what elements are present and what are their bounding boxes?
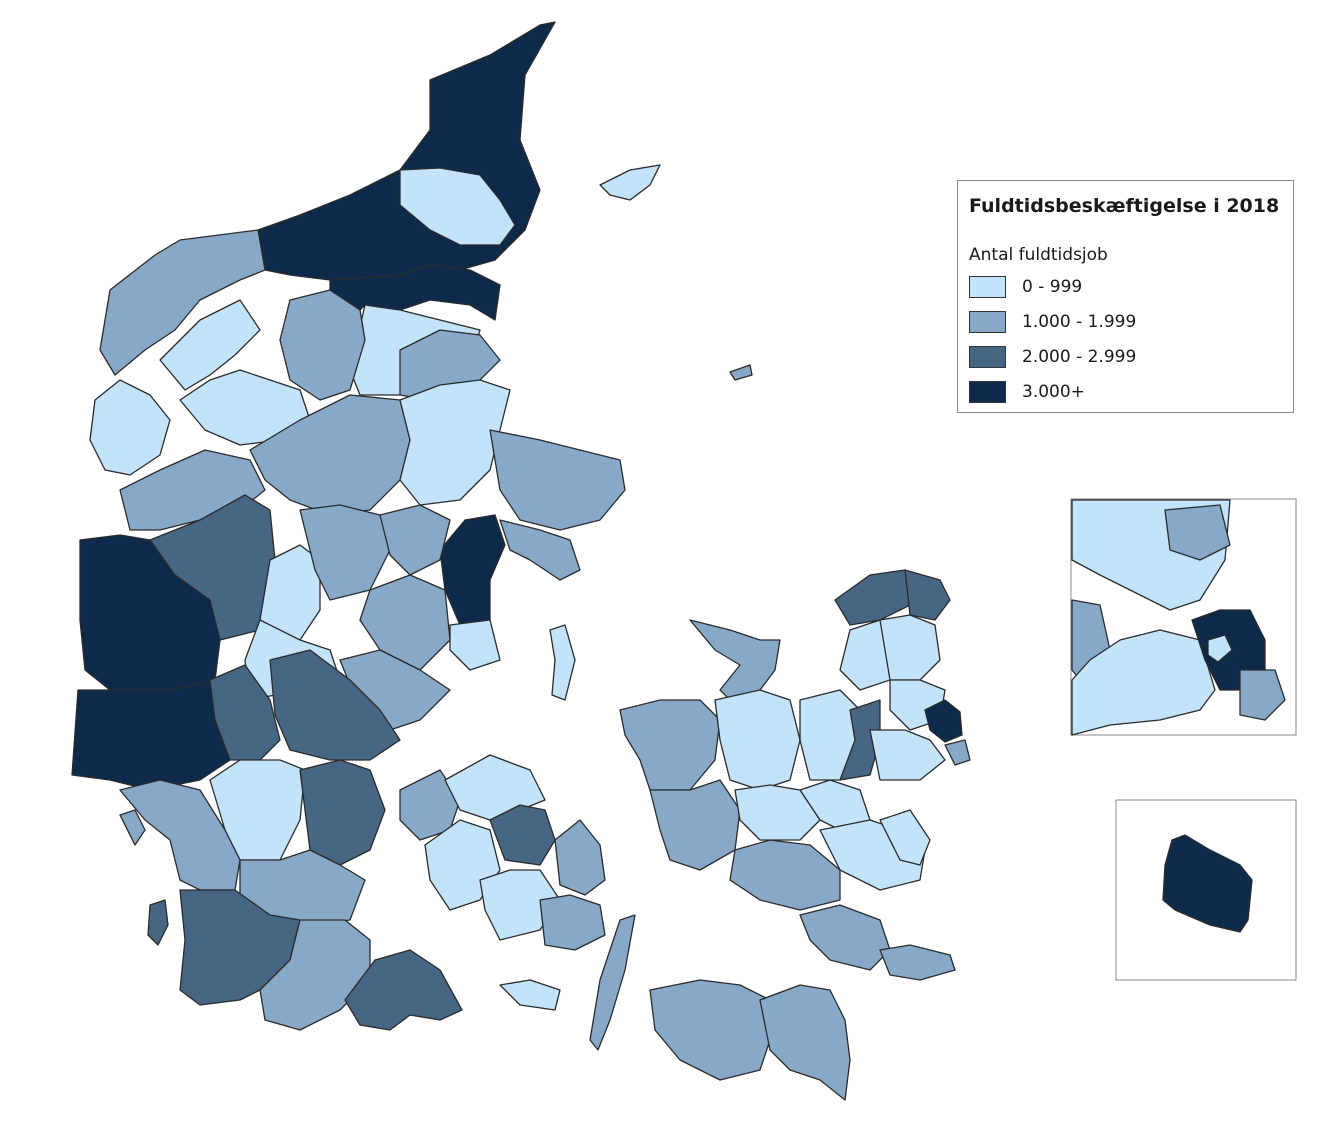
municipality-slagelse [649, 779, 741, 871]
legend-subtitle: Antal fuldtidsjob [969, 245, 1108, 265]
legend-label: 1.000 - 1.999 [1022, 312, 1137, 332]
municipality-brønderslev [399, 167, 516, 246]
legend-swatch [969, 276, 1006, 298]
municipality-odder [449, 619, 501, 671]
legend-label: 0 - 999 [1022, 277, 1083, 297]
municipality-silkeborg [299, 504, 391, 601]
municipality-kalundborg [619, 699, 721, 791]
municipality-struer [89, 379, 171, 476]
municipality-greve [869, 729, 946, 781]
municipality-rebild [279, 289, 366, 401]
municipality-rømø [147, 899, 169, 946]
municipality-kolding [299, 759, 386, 866]
municipality-vejle [269, 649, 401, 761]
legend-label: 2.000 - 2.999 [1022, 347, 1137, 367]
municipality-aarhus [439, 514, 506, 626]
municipality-morsø [159, 299, 261, 391]
municipality-thisted [99, 229, 266, 376]
inset-bornholm [1115, 799, 1297, 981]
municipality-vordingborg [799, 904, 891, 971]
municipality-ringkøbing-skjern [79, 534, 221, 691]
inset-municipality-frederiksberg [1207, 634, 1233, 663]
municipality-holbæk [714, 689, 801, 791]
municipality-syddjurs [499, 519, 581, 581]
legend-item-class-1: 1.000 - 1.999 [969, 311, 1269, 335]
municipality-svendborg [539, 894, 606, 951]
municipality-nordfyns [444, 754, 546, 821]
municipality-anholt [729, 364, 753, 381]
legend-item-class-3: 3.000+ [969, 381, 1269, 405]
municipality-amager [944, 739, 971, 766]
legend-label: 3.000+ [1022, 382, 1085, 402]
municipality-hillerød [879, 614, 941, 681]
zealand [599, 164, 971, 1101]
municipality-sorø [734, 784, 821, 841]
municipality-langeland [589, 914, 636, 1051]
municipality-fanø [119, 809, 146, 846]
municipality-ærø [499, 979, 561, 1011]
municipality-helsingør [904, 569, 951, 621]
municipality-lolland [649, 979, 771, 1081]
municipality-aabenraa [259, 919, 371, 1031]
map-legend: Fuldtidsbeskæftigelse i 2018 Antal fuldt… [957, 180, 1294, 413]
municipality-københavn [924, 699, 963, 743]
municipality-hjorring [257, 21, 556, 281]
legend-title: Fuldtidsbeskæftigelse i 2018 [969, 195, 1280, 217]
municipality-stevns [879, 809, 931, 866]
municipality-nyborg [554, 819, 606, 896]
municipality-samsø [549, 624, 576, 701]
municipality-læsø [599, 164, 661, 201]
municipality-favrskov [379, 504, 451, 576]
inset-municipality-nordeast [1164, 504, 1231, 561]
funen [399, 624, 636, 1051]
municipality-sønderborg [344, 949, 463, 1031]
south-jutland [71, 649, 463, 1031]
legend-swatch [969, 381, 1006, 403]
municipality-odsherred [689, 619, 781, 701]
municipality-skive [179, 369, 311, 446]
inset-copenhagen [1070, 498, 1297, 736]
inset-municipality-south [1071, 629, 1216, 736]
legend-swatch [969, 311, 1006, 333]
north-jutland [89, 21, 556, 476]
municipality-guldborgsund [759, 984, 851, 1101]
municipality-roskilde-east [839, 699, 881, 781]
legend-item-class-0: 0 - 999 [969, 276, 1269, 300]
municipality-skanderborg [359, 574, 451, 671]
legend-item-class-2: 2.000 - 2.999 [969, 346, 1269, 370]
municipality-norddjurs [489, 429, 626, 531]
inset-municipality-bornholm [1162, 834, 1253, 933]
municipality-randers [399, 379, 511, 506]
municipality-møn [879, 944, 956, 981]
municipality-varde [71, 679, 231, 791]
municipality-næstved [729, 839, 841, 911]
municipality-billund [209, 664, 281, 761]
legend-swatch [969, 346, 1006, 368]
inset-municipality-amager [1239, 669, 1286, 721]
